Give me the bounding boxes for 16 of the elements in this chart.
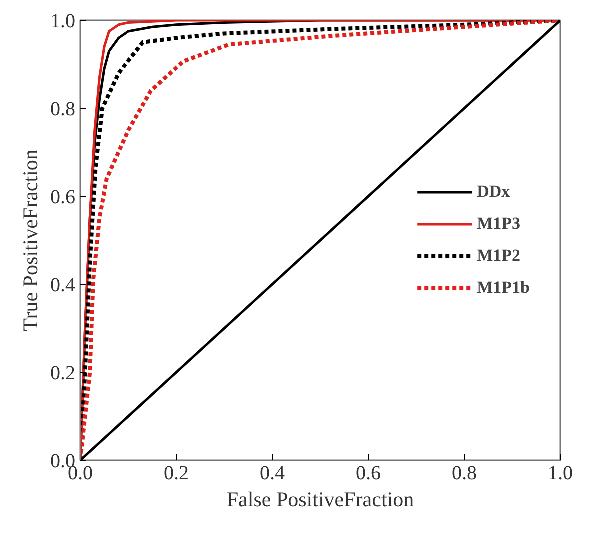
x-tick-label: 0.6 <box>356 462 381 484</box>
x-tick-label: 0.2 <box>164 462 189 484</box>
x-tick-label: 0.4 <box>260 462 285 484</box>
legend-label: M1P1b <box>477 278 530 298</box>
legend-label: M1P2 <box>477 246 521 266</box>
x-tick-label: 0.8 <box>452 462 477 484</box>
legend-label: DDx <box>477 182 510 202</box>
x-axis-title: False PositiveFraction <box>226 488 415 512</box>
y-tick-label: 0.2 <box>50 362 76 384</box>
x-tick-label: 1.0 <box>548 462 573 484</box>
y-tick-label: 1.0 <box>50 10 76 32</box>
y-tick-label: 0.8 <box>50 98 76 120</box>
legend-label: M1P3 <box>477 214 521 234</box>
y-axis-title: True PositiveFraction <box>18 149 42 332</box>
y-tick-label: 0.6 <box>50 186 76 208</box>
y-tick-label: 0.4 <box>50 274 76 296</box>
